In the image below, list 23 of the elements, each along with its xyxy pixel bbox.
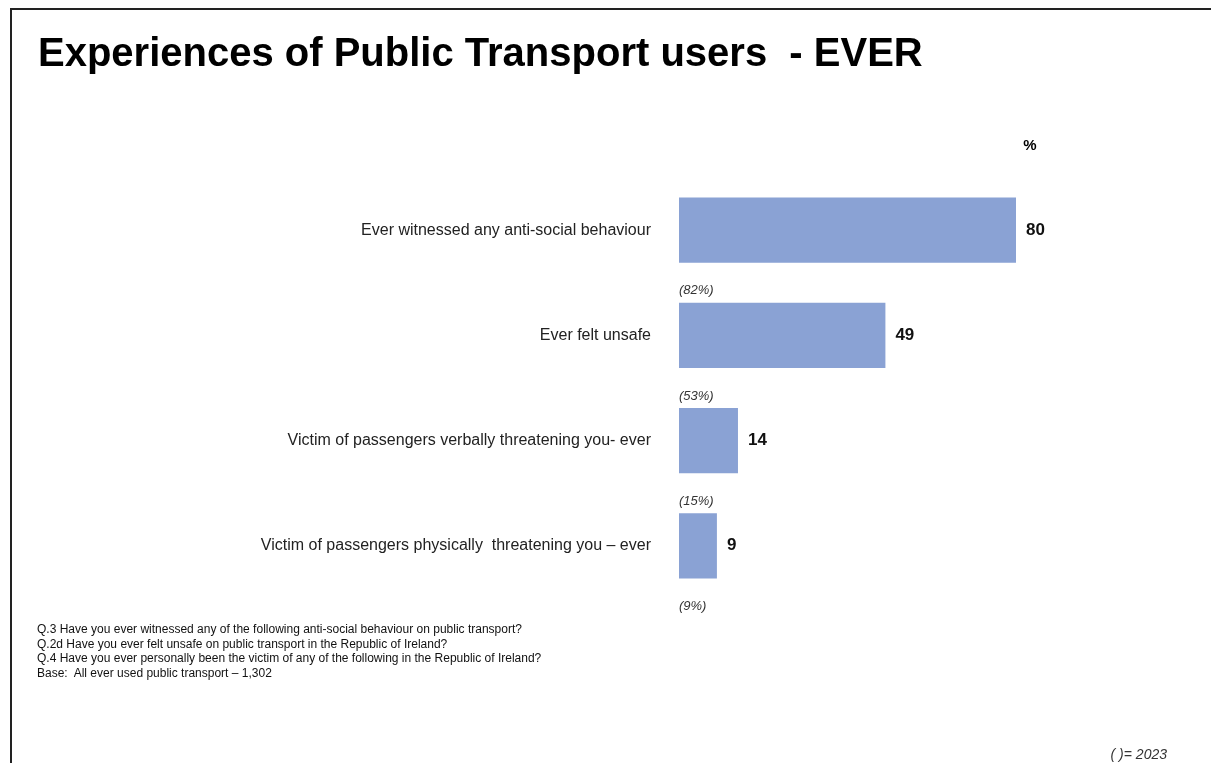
annotation: (82%)	[679, 282, 714, 298]
annotation: (53%)	[679, 387, 714, 403]
data-label: 9	[726, 535, 737, 555]
bar	[679, 513, 717, 579]
text: Q.3 Have you ever witnessed any of the following anti-social behaviour on public transport?	[37, 622, 522, 636]
y-tick-label: Victim of passengers physically threatening you – ever	[260, 536, 652, 554]
chart-title: Experiences of Public Transport users - EVER	[38, 30, 923, 75]
annotation: (15%)	[679, 492, 714, 508]
text: ( )= 2023	[1110, 746, 1167, 762]
bar	[679, 302, 886, 369]
bar	[679, 197, 1016, 263]
y-tick-label: Victim of passengers verbally threatening you- ever	[287, 431, 652, 449]
text: Q.4 Have you ever personally been the victim of any of the following in the Republic of Ireland?	[37, 651, 542, 665]
x-axis-title: %	[1022, 136, 1038, 153]
text: Q.2d Have you ever felt unsafe on public transport in the Republic of Ireland?	[37, 636, 448, 651]
y-tick-label: Ever felt unsafe	[539, 325, 652, 343]
y-tick-label: Ever witnessed any anti-social behaviour	[361, 220, 652, 238]
data-label: 49	[895, 325, 915, 345]
data-label: 80	[1026, 219, 1045, 239]
text: (9%)	[679, 598, 707, 614]
data-label: 14	[747, 430, 768, 450]
bar	[679, 407, 738, 474]
text: Base: All ever used public transport – 1,302	[37, 665, 272, 680]
